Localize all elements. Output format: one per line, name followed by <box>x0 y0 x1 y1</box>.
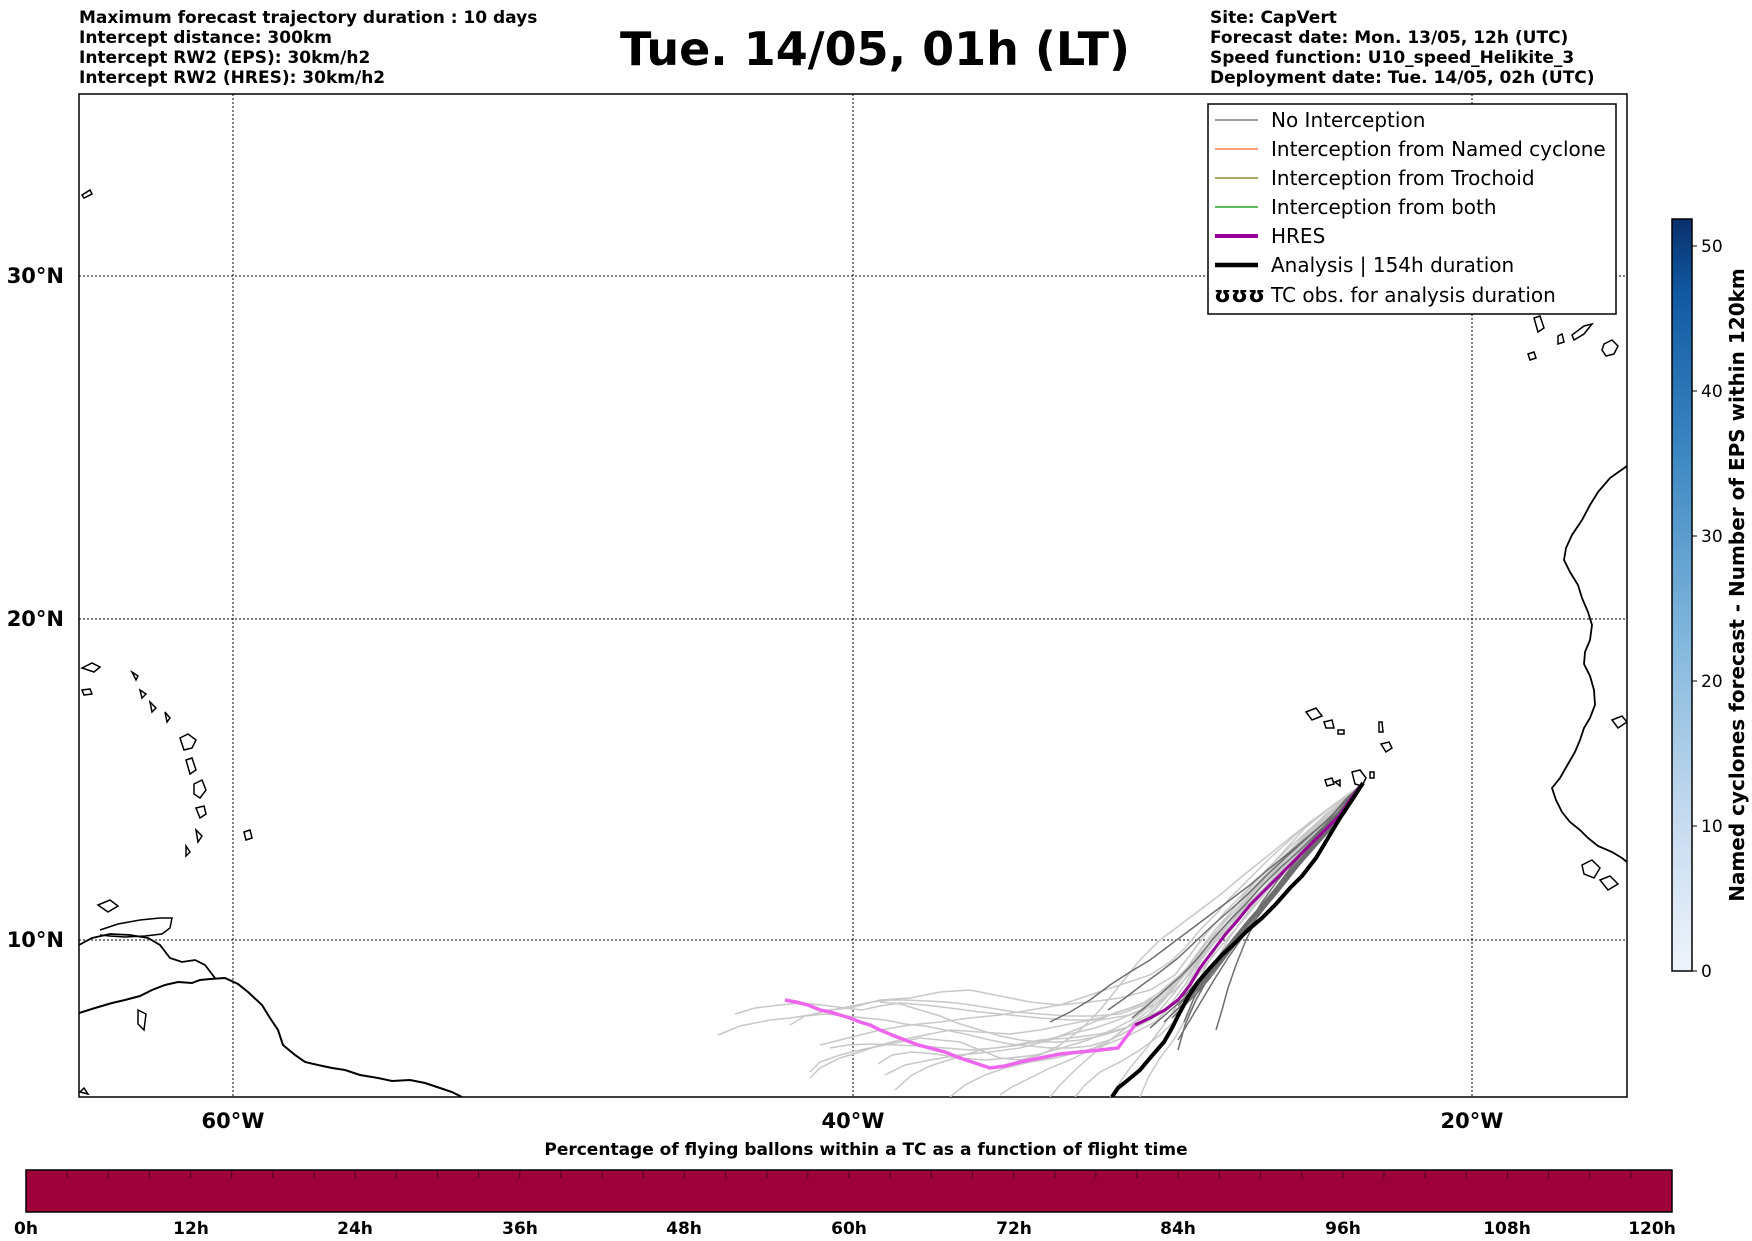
colorbar-bottom-tick: 96h <box>1325 1219 1361 1239</box>
hres-trajectory <box>1134 785 1362 1027</box>
info-line: Maximum forecast trajectory duration : 1… <box>79 8 538 28</box>
info-line: Site: CapVert <box>1210 8 1337 28</box>
info-line: Intercept RW2 (EPS): 30km/h2 <box>79 48 371 68</box>
lat-label: 30°N <box>7 264 64 288</box>
cape-verde-islands <box>1304 707 1393 788</box>
colorbar-right-tick: 0 <box>1701 962 1712 982</box>
lon-label: 40°W <box>822 1109 885 1133</box>
hres-trajectory-extension <box>784 998 1137 1070</box>
info-line: Intercept distance: 300km <box>79 28 332 48</box>
trinidad-coastline <box>99 917 173 938</box>
axis-labels: 60°W 40°W 20°W 30°N 20°N 10°N <box>7 264 1504 1133</box>
info-right: Site: CapVert Forecast date: Mon. 13/05,… <box>1210 8 1595 88</box>
colorbar-right-tick: 50 <box>1701 237 1723 257</box>
colorbar-bottom-tick: 36h <box>502 1219 538 1239</box>
legend-label: Analysis | 154h duration <box>1271 253 1514 277</box>
info-line: Deployment date: Tue. 14/05, 02h (UTC) <box>1210 68 1595 88</box>
colorbar-bottom-tick: 120h <box>1628 1219 1676 1239</box>
colorbar-bottom-tick: 72h <box>996 1219 1032 1239</box>
info-line: Speed function: U10_speed_Helikite_3 <box>1210 48 1575 68</box>
grid-lines <box>79 94 1627 1097</box>
colorbar-bottom: Percentage of flying ballons within a TC… <box>14 1140 1676 1239</box>
legend-label: Interception from Trochoid <box>1271 166 1535 190</box>
main-title: Tue. 14/05, 01h (LT) <box>620 22 1130 76</box>
info-left: Maximum forecast trajectory duration : 1… <box>79 8 537 88</box>
colorbar-bottom-title: Percentage of flying ballons within a TC… <box>544 1140 1187 1160</box>
colorbar-right-gradient <box>1671 218 1693 972</box>
colorbar-bottom-tick: 12h <box>173 1219 209 1239</box>
analysis-trajectory <box>1110 781 1365 1097</box>
colorbar-right-tick: 30 <box>1701 527 1723 547</box>
venezuela-coastline <box>79 933 216 979</box>
legend-label: Interception from Named cyclone <box>1271 137 1606 161</box>
colorbar-bottom-tick: 24h <box>337 1219 373 1239</box>
colorbar-bottom-tick: 108h <box>1483 1219 1531 1239</box>
colorbar-right-tick: 40 <box>1701 382 1723 402</box>
colorbar-bottom-tick: 48h <box>666 1219 702 1239</box>
lon-label: 60°W <box>202 1109 265 1133</box>
tc-obs-symbol-icon: ʊʊʊ <box>1214 283 1265 308</box>
south-america-coastline <box>79 976 463 1097</box>
lon-label: 20°W <box>1441 1109 1504 1133</box>
colorbar-bottom-tick: 60h <box>831 1219 867 1239</box>
legend-box <box>1207 103 1617 315</box>
legend-label: TC obs. for analysis duration <box>1270 283 1556 307</box>
colorbar-bottom-tick: 84h <box>1160 1219 1196 1239</box>
info-line: Intercept RW2 (HRES): 30km/h2 <box>79 68 386 88</box>
lat-label: 20°N <box>7 607 64 631</box>
colorbar-right-label: Named cyclones forecast - Number of EPS … <box>1725 268 1749 902</box>
lat-label: 10°N <box>7 928 64 952</box>
colorbar-right: 0 10 20 30 40 50 Named cyclones forecast… <box>1671 218 1749 982</box>
legend-label: No Interception <box>1271 108 1425 132</box>
canary-islands <box>80 188 1619 361</box>
antilles-islands <box>79 662 253 1096</box>
info-line: Forecast date: Mon. 13/05, 12h (UTC) <box>1210 28 1569 48</box>
coastal-islands <box>1581 715 1627 891</box>
africa-coastline <box>1550 465 1627 863</box>
colorbar-bottom-tick: 0h <box>14 1219 38 1239</box>
colorbar-right-tick: 20 <box>1701 672 1723 692</box>
colorbar-right-tick: 10 <box>1701 817 1723 837</box>
legend: ʊʊʊ No Interception Interception from Na… <box>1207 103 1617 315</box>
legend-label: HRES <box>1271 224 1325 248</box>
legend-label: Interception from both <box>1271 195 1497 219</box>
